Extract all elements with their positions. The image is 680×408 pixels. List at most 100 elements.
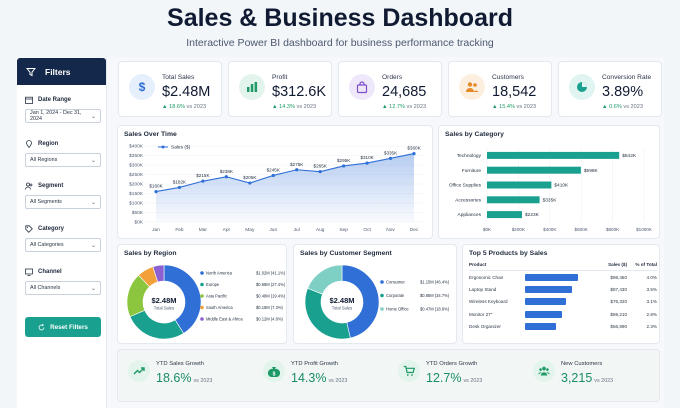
kpi-value: 24,685 <box>382 84 427 100</box>
table-row: Ergonomic Chair $98,450 4.0% <box>469 271 657 283</box>
x-tick-label: $1000K <box>636 227 653 232</box>
filter-category: Category All Categories ⌄ <box>25 225 101 252</box>
y-tick-label: $200K <box>129 182 144 188</box>
filters-header: Filters <box>17 58 106 85</box>
x-tick-label: $200K <box>512 227 526 232</box>
donut-slice <box>341 264 380 339</box>
legend-label: Middle East & Africa <box>206 317 243 322</box>
data-label: $360K <box>407 146 421 151</box>
data-point <box>224 175 228 179</box>
table-header: Product Sales ($) % of Total <box>469 259 657 271</box>
legend-value: $0.47M (18.9%) <box>420 307 450 312</box>
x-tick-label: Apr <box>223 227 231 233</box>
sales-bar <box>525 310 563 318</box>
chevron-down-icon: ⌄ <box>90 242 96 249</box>
legend-marker <box>200 294 204 298</box>
channel-icon <box>25 268 33 276</box>
chevron-down-icon: ⌄ <box>90 157 96 164</box>
data-label: $245K <box>267 167 281 172</box>
sales-bar <box>525 273 579 281</box>
kpi-card-customers: Customers 18,542 ▲ 15.4% vs 2023 <box>448 61 552 117</box>
x-tick-label: Dec <box>410 227 419 233</box>
ytd-sales-growth: YTD Sales Growth 18.6% vs 2023 <box>118 350 253 403</box>
calendar-icon <box>25 96 33 104</box>
reset-filters-button[interactable]: Reset Filters <box>25 317 101 337</box>
donut-center-value: $2.48M <box>329 296 354 305</box>
legend-value: $0.12M (4.8%) <box>256 317 283 322</box>
x-tick-label: May <box>245 227 255 233</box>
y-tick-label: $0K <box>134 220 143 226</box>
legend-label: Europe <box>206 282 220 287</box>
x-tick-label: Nov <box>386 227 395 233</box>
legend-marker <box>380 280 384 284</box>
trend-up-arrow-icon: ▲ <box>272 104 280 110</box>
legend-label: Corporate <box>386 293 405 298</box>
trend-up-arrow-icon: ▲ <box>382 104 390 110</box>
svg-text:$: $ <box>139 80 146 94</box>
data-label: $205K <box>243 175 257 180</box>
ytd-orders-growth: YTD Orders Growth 12.7% vs 2023 <box>388 350 523 403</box>
table-row: Monitor 27" $69,210 2.8% <box>469 308 657 320</box>
table-row: Desk Organizer $56,890 2.3% <box>469 321 657 333</box>
x-tick-label: Mar <box>199 227 208 233</box>
x-tick-label: Aug <box>316 227 325 233</box>
data-label: $215K <box>196 173 210 178</box>
data-point <box>271 173 275 178</box>
donut-center-label: Total Sales <box>154 306 174 311</box>
legend-marker <box>200 317 204 321</box>
legend-value: $0.48M (19.4%) <box>256 294 286 299</box>
page-title: Sales & Business Dashboard <box>167 4 513 32</box>
sales-value: $69,210 <box>610 311 627 317</box>
table-row: Wireless Keyboard $76,320 3.1% <box>469 296 657 308</box>
data-point <box>365 161 369 165</box>
trend-up-arrow-icon: ▲ <box>162 104 170 110</box>
data-point <box>342 164 346 168</box>
data-label: $310K <box>360 155 374 160</box>
panel-title: Sales by Customer Segment <box>300 250 392 257</box>
sales-by-category-chart: $0K $200K $400K $600K $800K $1000K Technology $… <box>449 148 653 232</box>
data-label: $160K <box>149 184 163 189</box>
pct-value: 3.5% <box>646 287 657 293</box>
y-tick-label: $400K <box>129 144 144 150</box>
y-tick-label: $300K <box>129 163 144 169</box>
pie-chart-icon <box>569 74 595 100</box>
sales-value: $56,890 <box>610 324 627 330</box>
category-bar <box>487 211 523 219</box>
donut-slice <box>152 264 165 283</box>
filter-icon <box>26 67 36 76</box>
category-select[interactable]: All Categories ⌄ <box>25 238 101 252</box>
panel-title: Sales by Category <box>445 131 504 138</box>
data-point <box>201 179 205 183</box>
x-tick-label: Oct <box>363 227 371 233</box>
donut-slice <box>307 264 343 295</box>
category-label: Office Supplies <box>449 183 482 189</box>
channel-select[interactable]: All Channels ⌄ <box>25 281 101 295</box>
kpi-card-profit: Profit $312.6K ▲ 14.3% vs 2023 <box>228 61 332 117</box>
filter-segment: Segment All Segments ⌄ <box>25 182 101 209</box>
sales-line <box>155 153 415 193</box>
legend-marker <box>200 305 204 310</box>
region-select[interactable]: All Regions ⌄ <box>25 153 101 167</box>
y-tick-label: $100K <box>129 201 144 207</box>
legend-label: Consumer <box>386 280 406 285</box>
sales-value: $87,430 <box>610 287 627 293</box>
product-name: Laptop Stand <box>469 287 497 293</box>
sales-area <box>156 153 414 222</box>
kpi-value: 3.89% <box>602 84 644 100</box>
ytd-new-customers: New Customers 3,215 vs 2023 <box>523 350 661 403</box>
legend-value: $1.15M (46.4%) <box>420 280 450 285</box>
cart-icon <box>398 360 420 382</box>
legend-label: Sales ($) <box>171 145 191 151</box>
x-tick-label: Sep <box>339 227 348 233</box>
data-label: $238K <box>220 169 234 174</box>
x-tick-label: $600K <box>575 227 589 232</box>
data-label: $335K <box>543 197 558 203</box>
segment-select[interactable]: All Segments ⌄ <box>25 195 101 209</box>
data-point <box>177 185 182 190</box>
legend-marker <box>200 271 204 275</box>
category-bar <box>487 181 552 189</box>
users-icon <box>459 74 485 100</box>
date-range-select[interactable]: Jan 1, 2024 - Dec 31, 2024 ⌄ <box>25 109 101 123</box>
